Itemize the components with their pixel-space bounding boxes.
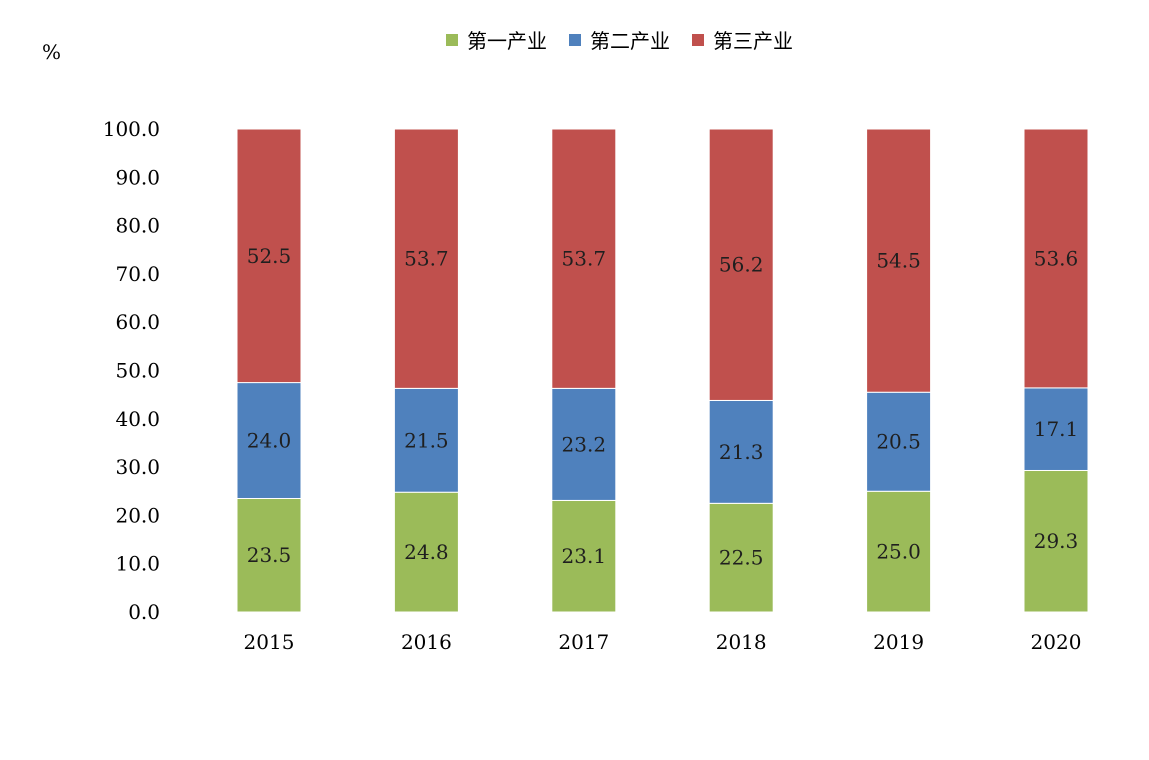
data-labels: 23.5 24.0 52.5 24.8 21.5 53.7 23.1 23.2 53.7 22.5… (247, 244, 1079, 570)
bar-segment (1023, 469, 1089, 613)
legend-swatch (692, 34, 704, 46)
legend-label: 第三产业 (713, 29, 793, 53)
x-tick-label: 2019 (873, 630, 924, 654)
x-tick-label: 2017 (558, 630, 609, 654)
y-tick-label: 60.0 (115, 310, 160, 334)
data-label: 23.5 (247, 543, 292, 567)
data-label: 52.5 (247, 244, 292, 268)
data-label: 21.3 (719, 440, 764, 464)
bar-segment (551, 499, 617, 613)
data-label: 22.5 (719, 546, 764, 570)
bar-segment (236, 382, 302, 499)
bar-segment (393, 387, 459, 493)
x-tick-label: 2018 (716, 630, 767, 654)
bar-segment (551, 128, 617, 389)
y-axis-ticks: 0.0 10.0 20.0 30.0 40.0 50.0 60.0 70.0 80.0 90.0 1… (103, 117, 160, 624)
y-tick-label: 50.0 (115, 359, 160, 383)
y-tick-label: 90.0 (115, 165, 160, 189)
y-tick-label: 70.0 (115, 262, 160, 286)
bar-segment (393, 128, 459, 389)
bar-segment (708, 128, 774, 401)
y-tick-label: 40.0 (115, 407, 160, 431)
data-label: 23.1 (562, 544, 607, 568)
legend-swatch (569, 34, 581, 46)
bar-segment (236, 497, 302, 613)
data-label: 23.2 (562, 432, 607, 456)
legend-label: 第二产业 (590, 29, 670, 53)
data-label: 53.6 (1034, 246, 1079, 270)
y-axis-unit-label: % (42, 40, 61, 64)
bar-segment (551, 387, 617, 501)
x-tick-label: 2015 (244, 630, 295, 654)
data-label: 54.5 (876, 249, 921, 273)
bar-segment (1023, 387, 1089, 471)
data-label: 56.2 (719, 253, 764, 277)
legend: 第一产业 第二产业 第三产业 (446, 29, 793, 53)
data-label: 24.8 (404, 540, 449, 564)
y-tick-label: 100.0 (103, 117, 160, 141)
y-tick-label: 0.0 (128, 600, 160, 624)
bar-segment (236, 128, 302, 384)
data-label: 20.5 (876, 430, 921, 454)
x-axis-ticks: 2015 2016 2017 2018 2019 2020 (244, 630, 1082, 654)
bar-segment (866, 128, 932, 393)
y-tick-label: 80.0 (115, 214, 160, 238)
bar-segment (708, 399, 774, 504)
data-label: 53.7 (404, 247, 449, 271)
y-tick-label: 30.0 (115, 455, 160, 479)
x-tick-label: 2020 (1031, 630, 1082, 654)
data-label: 21.5 (404, 428, 449, 452)
bars (236, 128, 1089, 613)
legend-label: 第一产业 (467, 29, 547, 53)
bar-segment (866, 490, 932, 613)
data-label: 17.1 (1034, 417, 1079, 441)
data-label: 25.0 (876, 540, 921, 564)
y-tick-label: 10.0 (115, 552, 160, 576)
data-label: 53.7 (562, 247, 607, 271)
y-tick-label: 20.0 (115, 503, 160, 527)
x-tick-label: 2016 (401, 630, 452, 654)
bar-segment (393, 491, 459, 613)
bar-segment (1023, 128, 1089, 389)
data-label: 24.0 (247, 429, 292, 453)
bar-segment (708, 502, 774, 613)
data-label: 29.3 (1034, 529, 1079, 553)
legend-swatch (446, 34, 458, 46)
